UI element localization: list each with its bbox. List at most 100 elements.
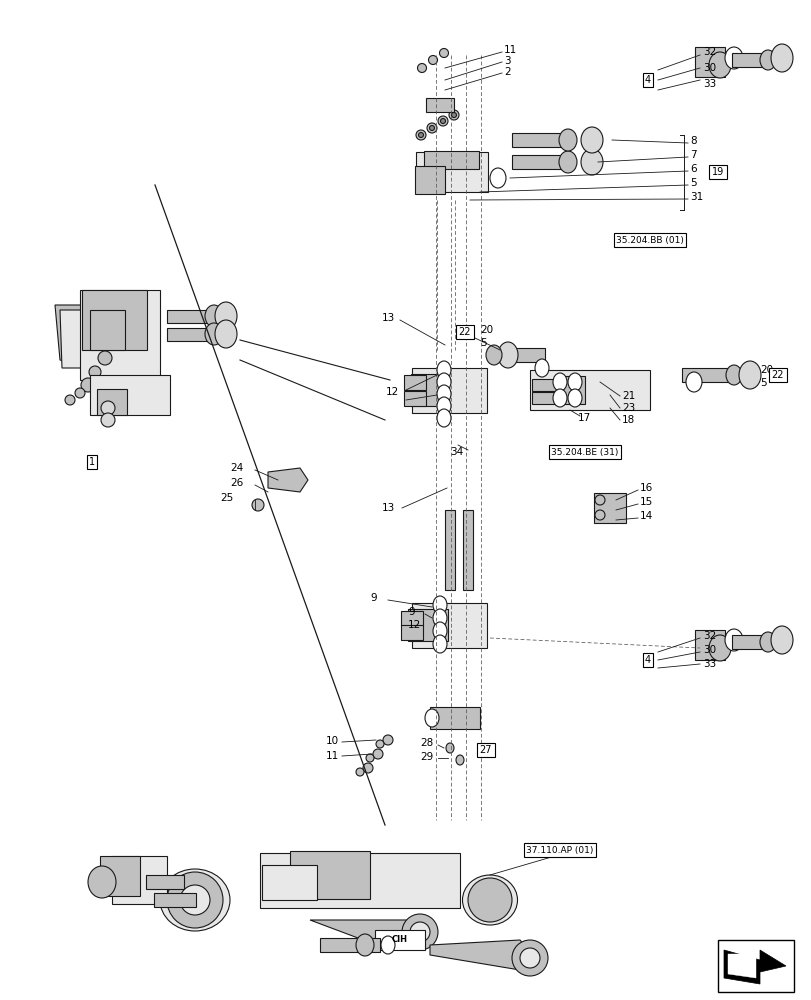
Ellipse shape [568, 389, 581, 407]
Ellipse shape [738, 361, 760, 389]
Text: 24: 24 [230, 463, 243, 473]
Circle shape [98, 351, 112, 365]
Ellipse shape [88, 866, 116, 898]
Text: CIH: CIH [392, 936, 407, 944]
Ellipse shape [568, 373, 581, 391]
Bar [90, 310, 126, 350]
Ellipse shape [215, 320, 237, 348]
Text: 35.204.BE (31): 35.204.BE (31) [551, 448, 618, 456]
Ellipse shape [724, 47, 742, 69]
Circle shape [448, 110, 458, 120]
Ellipse shape [204, 305, 223, 327]
Ellipse shape [770, 626, 792, 654]
Bar [113, 856, 167, 904]
Text: 2: 2 [504, 67, 510, 77]
Text: 13: 13 [381, 503, 395, 513]
Text: 32: 32 [702, 631, 715, 641]
Circle shape [251, 499, 264, 511]
Bar [532, 392, 557, 404]
Ellipse shape [489, 168, 505, 188]
Circle shape [440, 118, 445, 123]
Circle shape [451, 112, 456, 117]
Ellipse shape [552, 389, 566, 407]
Ellipse shape [380, 936, 394, 954]
Circle shape [519, 948, 539, 968]
Bar [404, 390, 426, 406]
Ellipse shape [462, 875, 517, 925]
Bar [262, 864, 317, 900]
Ellipse shape [770, 44, 792, 72]
Circle shape [75, 388, 85, 398]
Circle shape [383, 735, 393, 745]
Ellipse shape [436, 409, 450, 427]
Text: 1: 1 [89, 457, 95, 467]
Text: 3: 3 [504, 56, 510, 66]
Bar [414, 166, 444, 194]
Ellipse shape [436, 385, 450, 403]
Bar [100, 856, 139, 896]
Ellipse shape [486, 345, 501, 365]
Text: 11: 11 [325, 751, 339, 761]
Text: 31: 31 [689, 192, 702, 202]
Polygon shape [55, 305, 105, 372]
Circle shape [372, 749, 383, 759]
Bar [682, 368, 736, 382]
Circle shape [417, 64, 426, 73]
Bar [407, 609, 448, 641]
Text: 21: 21 [621, 391, 634, 401]
Ellipse shape [436, 361, 450, 379]
Text: 4: 4 [644, 75, 650, 85]
Bar [430, 707, 479, 729]
Text: 20: 20 [759, 365, 772, 375]
Text: 22: 22 [770, 370, 783, 380]
Text: 10: 10 [325, 736, 339, 746]
Circle shape [180, 885, 210, 915]
Ellipse shape [456, 755, 463, 765]
Bar [412, 602, 487, 648]
Bar [167, 328, 212, 340]
Circle shape [418, 132, 423, 137]
Bar [731, 635, 771, 649]
Ellipse shape [436, 373, 450, 391]
Bar [717, 940, 793, 992]
Text: 6: 6 [689, 164, 696, 174]
Circle shape [167, 872, 223, 928]
Ellipse shape [708, 52, 730, 78]
Circle shape [467, 878, 512, 922]
Ellipse shape [708, 635, 730, 661]
Text: 22: 22 [458, 327, 470, 337]
Text: 20: 20 [479, 325, 492, 335]
Polygon shape [310, 920, 430, 950]
Bar [694, 47, 724, 77]
Ellipse shape [436, 397, 450, 415]
Bar [554, 376, 584, 404]
Bar [594, 493, 625, 523]
Circle shape [437, 116, 448, 126]
Text: 25: 25 [220, 493, 233, 503]
Bar [83, 290, 148, 350]
Ellipse shape [724, 629, 742, 651]
Text: 14: 14 [639, 511, 652, 521]
Text: 29: 29 [419, 752, 433, 762]
Circle shape [101, 413, 115, 427]
Text: 15: 15 [639, 497, 652, 507]
Bar [375, 930, 424, 950]
Bar [512, 155, 567, 169]
Ellipse shape [558, 151, 577, 173]
Text: 9: 9 [407, 607, 414, 617]
Ellipse shape [432, 622, 446, 640]
Bar [424, 151, 479, 169]
Bar [694, 630, 724, 660]
Polygon shape [268, 468, 307, 492]
Ellipse shape [432, 635, 446, 653]
Text: 30: 30 [702, 63, 715, 73]
Bar [444, 510, 454, 590]
Ellipse shape [552, 373, 566, 391]
Bar [80, 290, 160, 380]
Text: 7: 7 [689, 150, 696, 160]
Bar [532, 379, 557, 391]
Circle shape [101, 401, 115, 415]
Ellipse shape [581, 127, 603, 153]
Circle shape [366, 754, 374, 762]
Circle shape [512, 940, 547, 976]
